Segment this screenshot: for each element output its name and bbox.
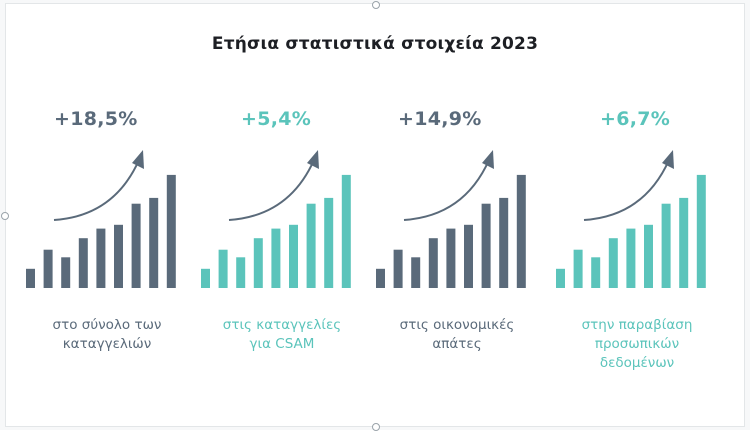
bar-4	[78, 238, 88, 288]
bar-7	[306, 203, 316, 288]
growth-arrow-head-icon	[662, 150, 674, 169]
growth-arrow-head-icon	[132, 150, 144, 169]
bar-5	[271, 228, 281, 288]
bar-9	[166, 174, 176, 288]
stat-panel-financial-fraud: +14,9% στις οικονομικές απάτες	[372, 98, 542, 388]
stat-panel-csam: +5,4% στις καταγγελίες για CSAM	[197, 98, 367, 388]
bar-5	[446, 228, 456, 288]
bar-5	[96, 228, 106, 288]
growth-arrow-icon	[53, 159, 140, 221]
bar-6	[114, 224, 123, 288]
bar-6	[644, 224, 653, 288]
bar-3	[411, 257, 421, 288]
bar-3	[61, 257, 71, 288]
bar-3	[591, 257, 601, 288]
stat-caption: στην παραβίαση προσωπικών δεδομένων	[581, 317, 693, 371]
bar-6	[289, 224, 298, 288]
stat-caption: στο σύνολο των καταγγελιών	[52, 317, 162, 352]
page-title: Ετήσια στατιστικά στοιχεία 2023	[211, 34, 539, 54]
bar-9	[516, 174, 526, 288]
bar-7	[661, 203, 671, 288]
growth-arrow-head-icon	[482, 150, 494, 169]
headline-percentage: +5,4%	[241, 108, 312, 130]
stat-caption: στις καταγγελίες για CSAM	[222, 317, 342, 352]
growth-arrow-icon	[228, 159, 315, 221]
bar-2	[393, 249, 403, 288]
bar-4	[253, 238, 263, 288]
bar-9	[696, 174, 706, 288]
stat-panel-data-breach: +6,7% στην παραβίαση προσωπικών δεδομένω…	[552, 98, 722, 388]
bar-1	[376, 268, 385, 288]
growth-arrow-head-icon	[307, 150, 319, 169]
bar-3	[236, 257, 246, 288]
bar-8	[149, 197, 159, 288]
bar-9	[341, 174, 351, 288]
selection-handle-top[interactable]	[372, 1, 380, 9]
stat-caption: στις οικονομικές απάτες	[399, 317, 515, 352]
bar-8	[679, 197, 689, 288]
slide-canvas	[6, 4, 744, 426]
bar-chart	[201, 150, 351, 288]
bar-5	[626, 228, 636, 288]
bar-1	[26, 268, 35, 288]
stat-panel-total-reports: +18,5% στο σύνολο των καταγγελιών	[22, 98, 192, 388]
bar-7	[131, 203, 141, 288]
bar-chart	[376, 150, 526, 288]
bar-8	[499, 197, 509, 288]
bar-chart	[26, 150, 176, 288]
bar-chart	[556, 150, 706, 288]
bar-8	[324, 197, 334, 288]
bar-1	[556, 268, 565, 288]
bar-4	[428, 238, 438, 288]
bar-6	[464, 224, 473, 288]
bar-2	[43, 249, 53, 288]
selection-handle-left[interactable]	[1, 212, 9, 220]
bar-2	[218, 249, 228, 288]
bar-1	[201, 268, 210, 288]
bar-2	[573, 249, 583, 288]
headline-percentage: +14,9%	[398, 108, 482, 130]
bar-7	[481, 203, 491, 288]
growth-arrow-icon	[403, 159, 490, 221]
growth-arrow-icon	[583, 159, 670, 221]
bar-4	[608, 238, 618, 288]
headline-percentage: +18,5%	[54, 108, 138, 130]
headline-percentage: +6,7%	[600, 108, 671, 130]
